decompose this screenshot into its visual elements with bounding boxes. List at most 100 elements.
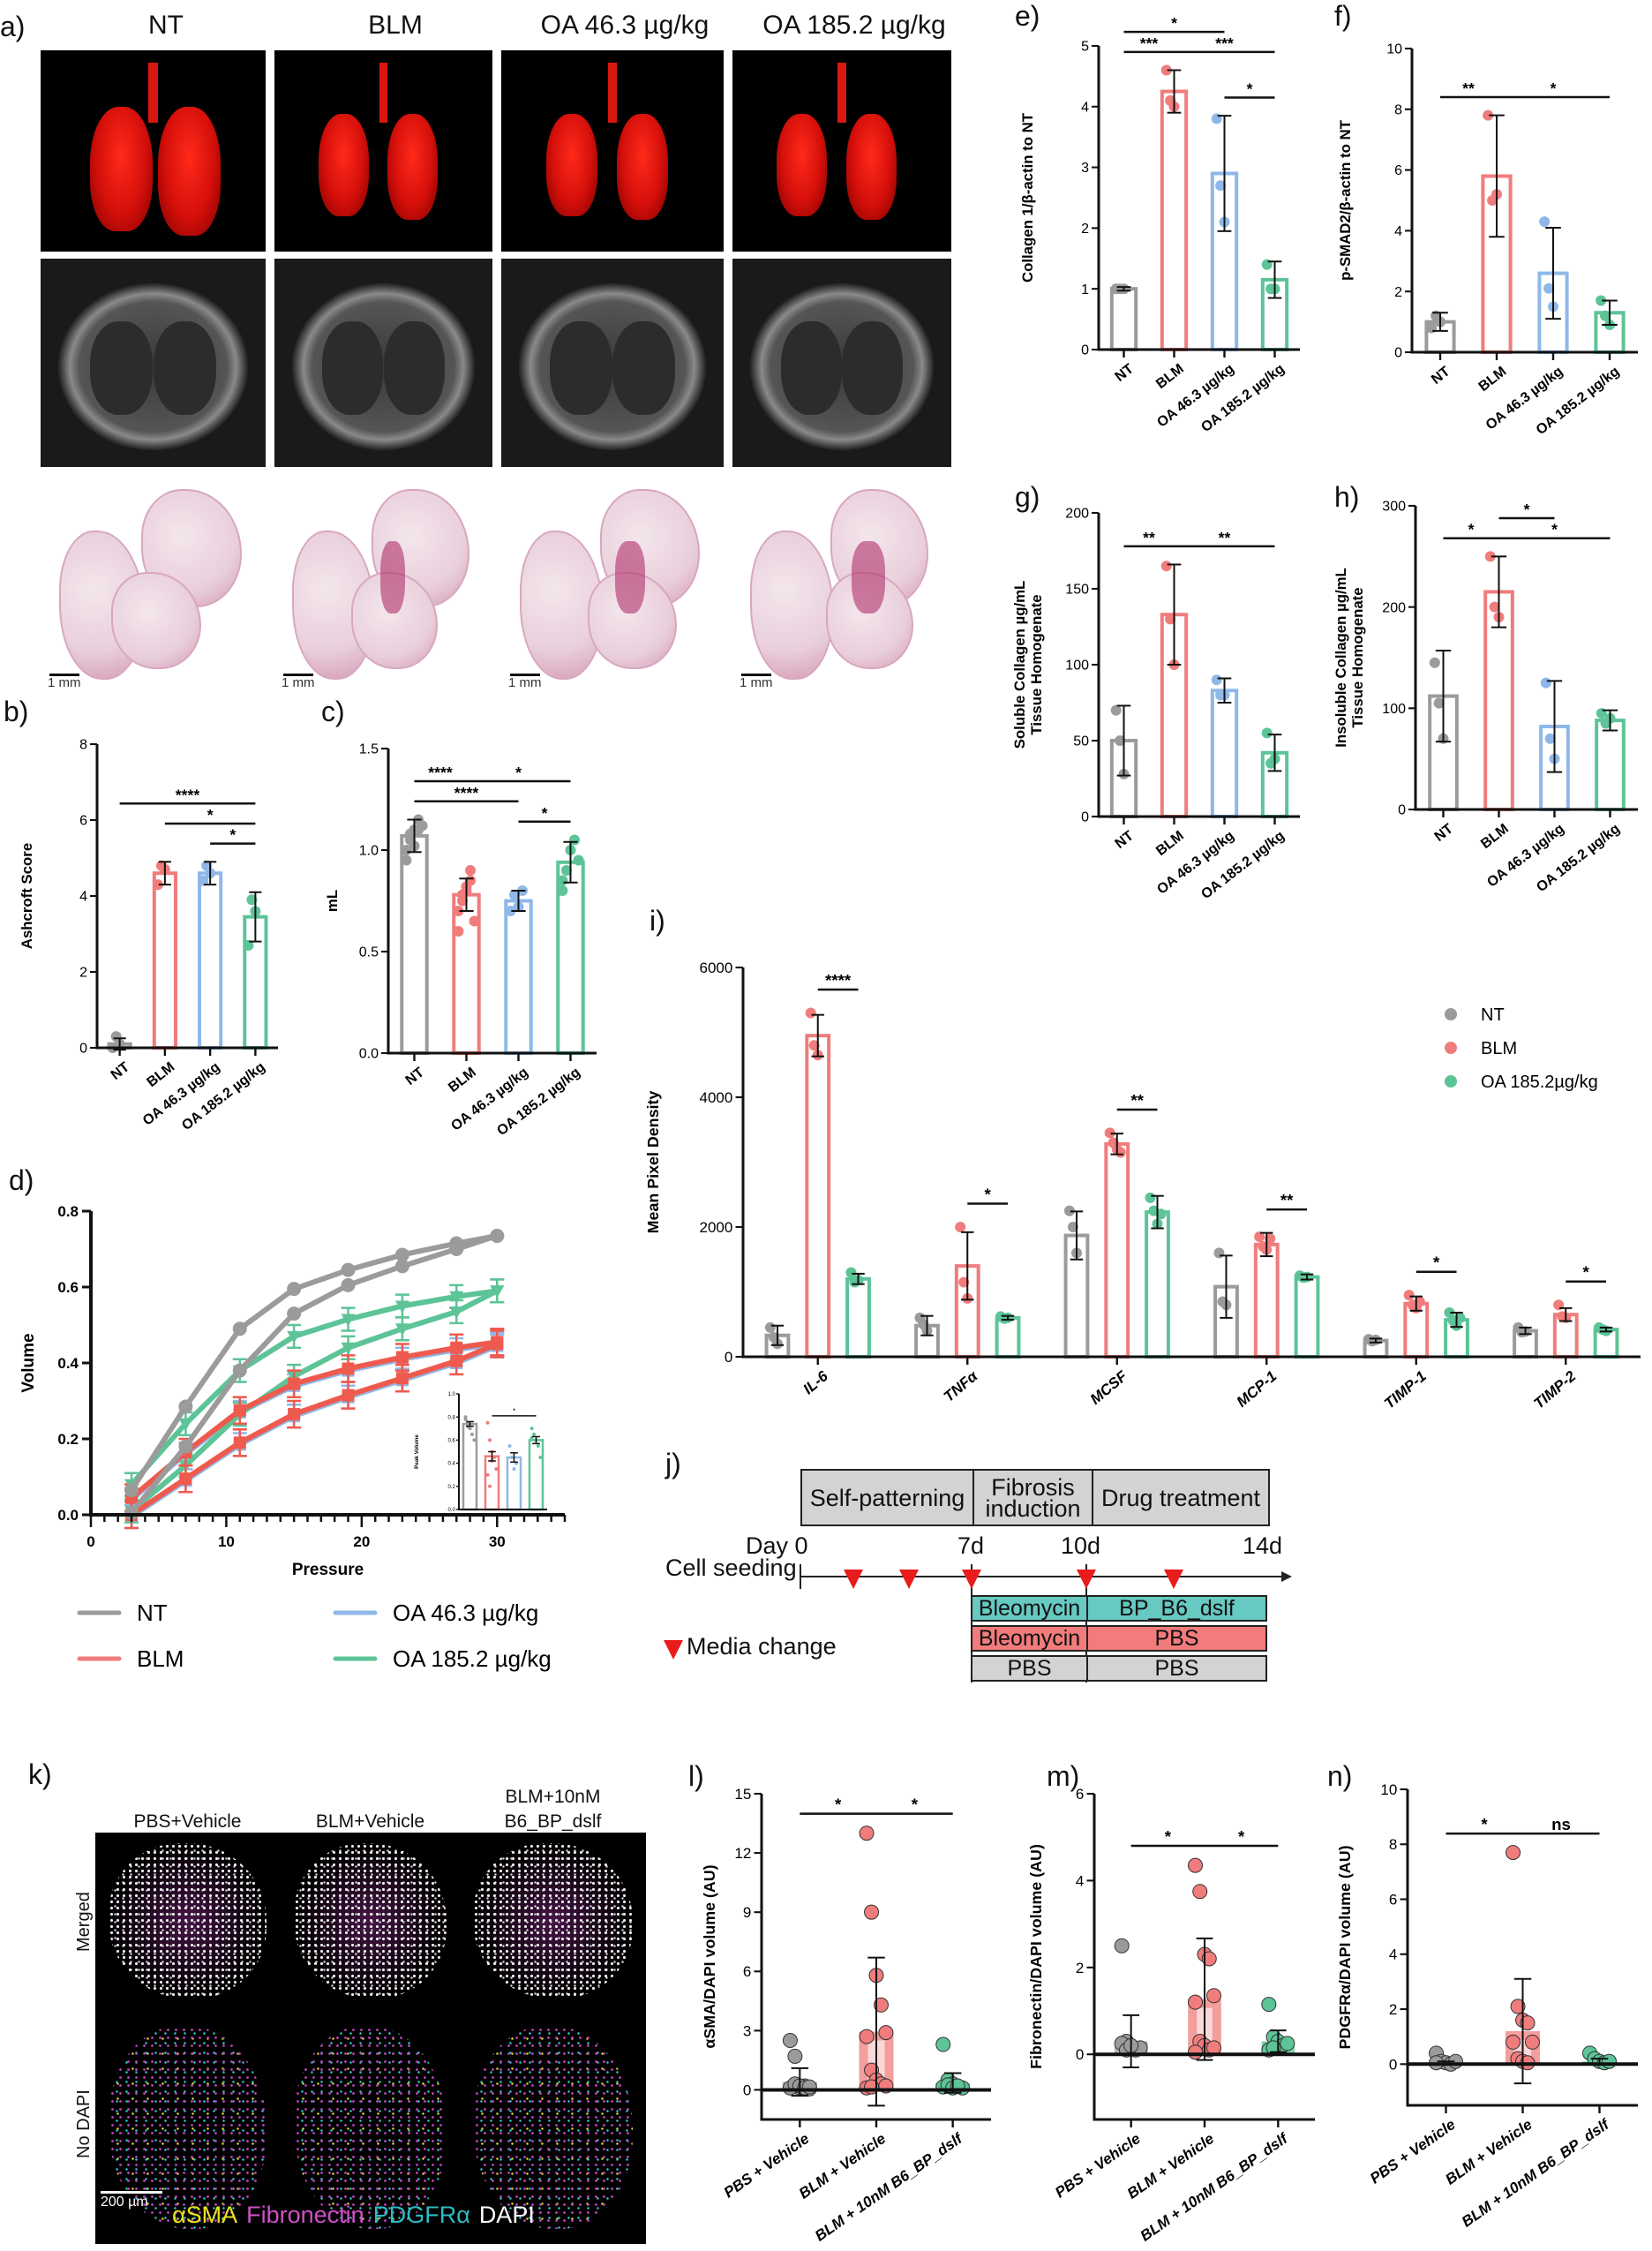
- bar: [1253, 1242, 1280, 1359]
- data-point: [1489, 601, 1500, 613]
- panel-b-chart: b) 0 2 4 6 8 Ashcroft Score NT BLM OA 46.3 µg/kg…: [0, 696, 291, 1133]
- significance-label: *: [1551, 79, 1557, 97]
- significance-label: ****: [454, 784, 479, 802]
- ct-right-lung: [612, 320, 675, 415]
- significance-label: **: [1130, 1091, 1144, 1110]
- scale-bar-label: 1 mm: [740, 675, 773, 687]
- data-point: [1188, 1857, 1203, 1873]
- data-point: [394, 1247, 409, 1262]
- bar: [1595, 719, 1626, 811]
- ct-right-lung: [153, 320, 216, 415]
- panel-a-header-blm: BLM: [368, 11, 423, 40]
- series-line: [130, 1288, 499, 1513]
- y-tick-label: 200: [1382, 600, 1406, 615]
- chart-svg: 0.0 0.2 0.4 0.6 0.8 0 10 20 30 Pressure Volume NT OA…: [19, 1203, 567, 1672]
- data-point: [232, 1321, 247, 1336]
- x-tick-label: MCP-1: [1234, 1367, 1280, 1411]
- chart-svg: 0 100 200 300 Insoluble Collagen µg/mL Tissue…: [1333, 500, 1638, 895]
- y-tick-label: 1.5: [359, 742, 379, 757]
- data-point: [536, 1443, 540, 1448]
- legend-label: OA 185.2 µg/kg: [393, 1645, 552, 1672]
- y-tick-label: 4: [79, 890, 87, 905]
- significance-label: **: [1462, 79, 1475, 97]
- legend-label: BLM: [1481, 1039, 1517, 1058]
- scale-bar: [49, 674, 79, 676]
- y-axis-label: Volume: [19, 1333, 38, 1392]
- ct-scan-image: [274, 259, 492, 467]
- significance-label: *: [513, 1408, 515, 1414]
- lung-3d-render-image: [41, 50, 266, 252]
- significance-label: *: [542, 804, 548, 822]
- scale-bar-label: 1 mm: [282, 675, 315, 687]
- bar: [506, 1456, 522, 1511]
- ct-left-lung: [550, 320, 612, 415]
- significance-label: *: [835, 1796, 842, 1814]
- x-tick-label: BLM + 10nM B6_BP_dslf: [1459, 2115, 1614, 2231]
- histology-image: 1 mm: [46, 478, 262, 687]
- data-point: [394, 1300, 409, 1314]
- data-point: [557, 875, 568, 886]
- organoid-tissue: [473, 2025, 633, 2230]
- significance-label: **: [1280, 1191, 1294, 1209]
- data-point: [1261, 1997, 1277, 2013]
- y-tick-label: 0: [1081, 343, 1089, 358]
- y-tick-label: 0.6: [57, 1279, 79, 1296]
- media-change-marker-icon: [899, 1570, 919, 1589]
- data-point: [510, 1456, 514, 1460]
- bar: [152, 871, 177, 1050]
- day-0-label: Day 0: [746, 1532, 808, 1559]
- panel-h-letter: h): [1334, 481, 1360, 513]
- panel-h-chart: h) 0 100 200 300 Insoluble Collagen µg/mL Tis…: [1324, 481, 1652, 895]
- data-point: [1206, 1988, 1221, 2004]
- scale-bar: [283, 674, 313, 676]
- significance-label: *: [1165, 1827, 1172, 1846]
- y-axis-label: Tissue Homogenate: [1349, 587, 1366, 727]
- legend-label: OA 46.3 µg/kg: [393, 1600, 538, 1626]
- organoid-tissue: [109, 2025, 267, 2230]
- data-point: [485, 1472, 490, 1477]
- data-point: [124, 1483, 139, 1498]
- bar: [1294, 1275, 1320, 1359]
- x-tick-label: MCSF: [1087, 1367, 1131, 1408]
- x-tick-label: BLM: [446, 1065, 479, 1095]
- x-tick-label: NT: [403, 1065, 427, 1088]
- channel-legend-label: DAPI: [478, 2202, 535, 2228]
- image-column-header: BLM+10nM: [505, 1787, 601, 1807]
- significance-label: *: [229, 826, 236, 844]
- data-point: [1165, 614, 1176, 625]
- y-tick-label: 5: [1081, 40, 1089, 55]
- left-lung-shape: [90, 106, 154, 232]
- trachea-shape: [837, 62, 846, 124]
- bar: [845, 1276, 871, 1359]
- media-change-marker-icon: [1077, 1570, 1096, 1589]
- y-tick-label: 4: [1389, 1946, 1397, 1963]
- data-point: [488, 1484, 492, 1488]
- y-tick-label: 2000: [699, 1219, 732, 1236]
- panel-d-letter: d): [9, 1164, 34, 1196]
- x-tick-label: OA 46.3 µg/kg: [140, 1059, 223, 1128]
- y-tick-label: 0.2: [57, 1431, 79, 1448]
- x-tick-label: 10: [218, 1533, 235, 1550]
- significance-label: *: [1433, 1253, 1440, 1272]
- significance-label: *: [515, 764, 522, 781]
- media-change-legend-icon: [664, 1640, 683, 1660]
- data-point: [1540, 677, 1551, 689]
- data-point: [532, 1432, 537, 1436]
- y-tick-label: 0.0: [448, 1508, 456, 1513]
- right-lung-shape: [617, 114, 668, 220]
- y-tick-label: 2: [1394, 285, 1402, 300]
- y-tick-label: 4000: [699, 1089, 732, 1106]
- x-tick-label: BLM: [1153, 361, 1187, 392]
- y-tick-label: 0.4: [448, 1462, 456, 1467]
- data-point: [1510, 1999, 1526, 2014]
- y-tick-label: 4: [1076, 1872, 1084, 1889]
- y-tick-label: 300: [1382, 500, 1406, 515]
- data-point: [178, 1418, 193, 1431]
- scale-bar-label: 1 mm: [508, 675, 542, 687]
- data-point: [492, 1456, 496, 1460]
- y-axis-label: Fibronectin/DAPI volume (AU): [1027, 1844, 1045, 2069]
- legend-marker: [1445, 1008, 1457, 1020]
- x-tick-label: OA 185.2 µg/kg: [1198, 828, 1288, 902]
- ct-scan-image: [41, 259, 266, 467]
- bar: [805, 1034, 831, 1359]
